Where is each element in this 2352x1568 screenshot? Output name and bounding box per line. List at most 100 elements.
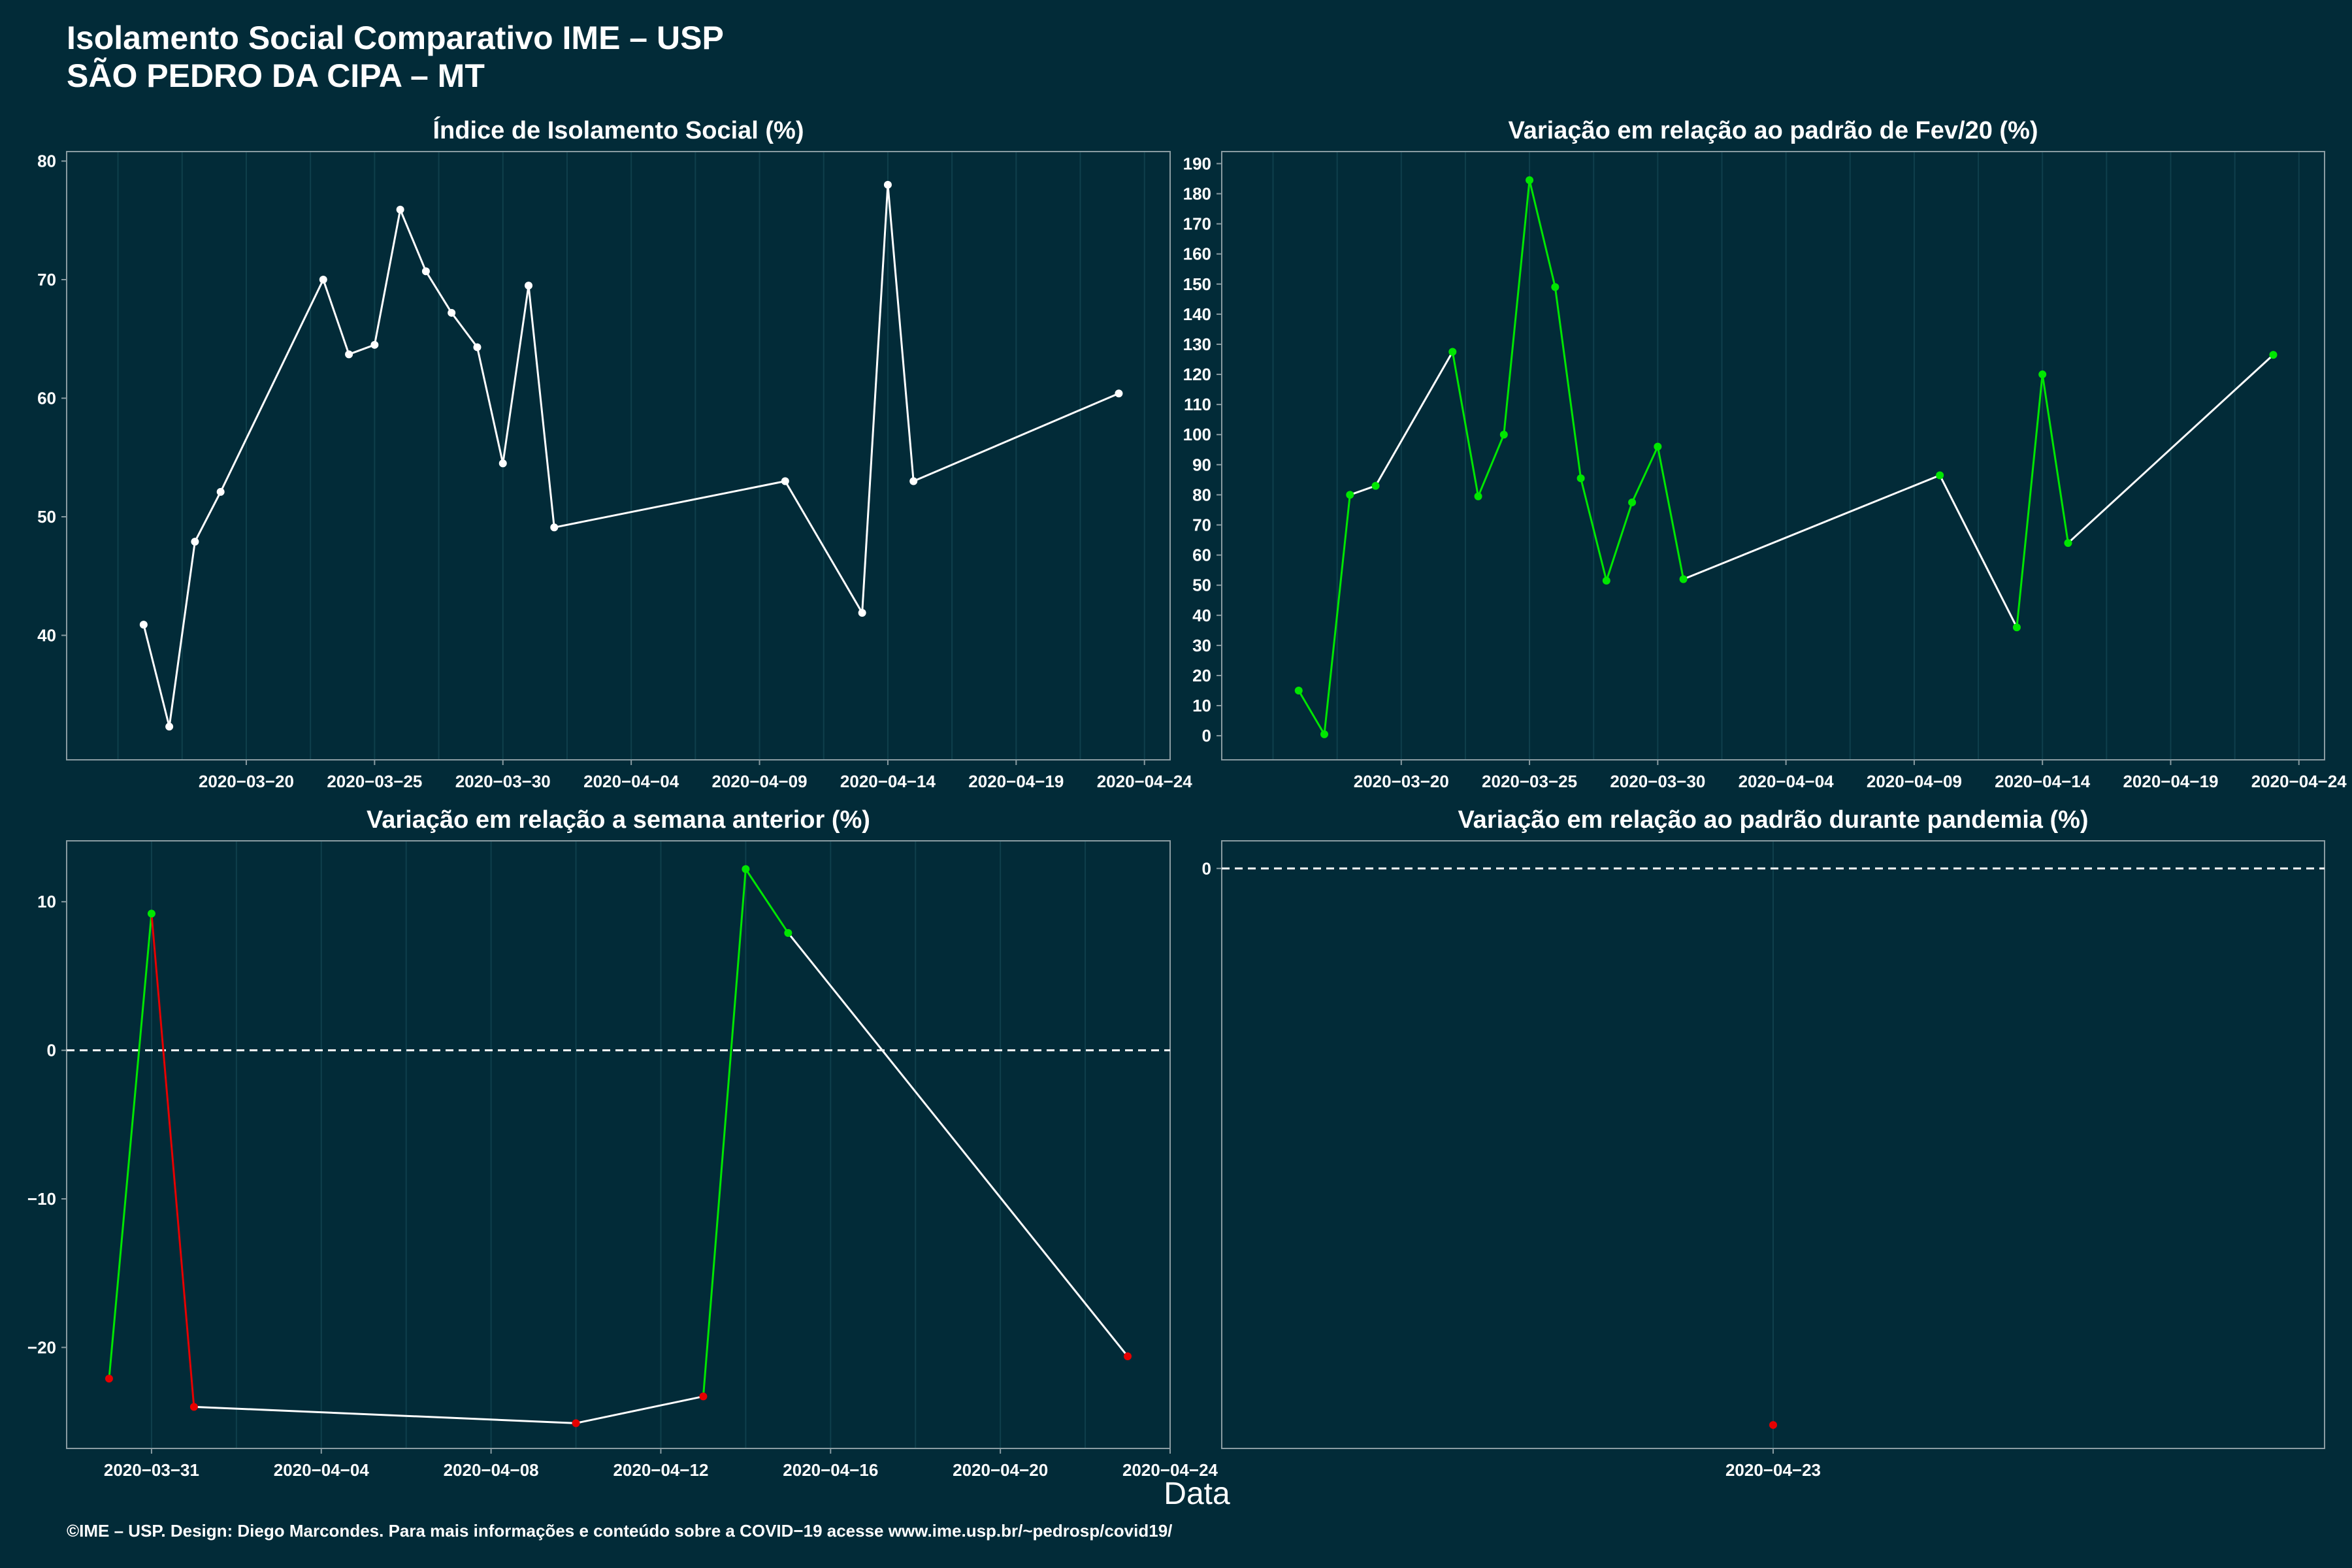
data-point [883, 180, 892, 189]
x-tick-label: 2020−04−16 [783, 1460, 878, 1480]
data-point [396, 205, 404, 214]
series-segment [1605, 502, 1633, 581]
y-tick-label: 0 [1202, 858, 1211, 878]
data-point [784, 928, 792, 937]
data-point [1769, 1421, 1777, 1429]
y-tick-label: 0 [47, 1041, 56, 1060]
data-point [1346, 491, 1354, 499]
series-segment [399, 209, 427, 272]
x-tick-label: 2020−03−30 [455, 772, 551, 791]
y-tick-label: 160 [1183, 244, 1211, 264]
x-tick-label: 2020−04−24 [1122, 1460, 1218, 1480]
x-tick-label: 2020−04−04 [274, 1460, 370, 1480]
data-point [858, 608, 866, 617]
x-tick-label: 2020−04−14 [1995, 772, 2091, 791]
data-point [1526, 176, 1534, 184]
x-tick-label: 2020−04−20 [953, 1460, 1048, 1480]
series-segment [322, 279, 350, 355]
series-segment [220, 279, 325, 493]
y-tick-label: 60 [1192, 546, 1211, 565]
data-point [1679, 575, 1688, 583]
series-segment [1477, 434, 1505, 497]
x-tick-label: 2020−04−09 [1867, 772, 1962, 791]
x-tick-label: 2020−04−24 [2251, 772, 2347, 791]
y-tick-label: 190 [1183, 154, 1211, 173]
series-segment [1656, 446, 1685, 580]
series-segment [1503, 180, 1531, 435]
series-segment [913, 392, 1120, 482]
y-tick-label: 150 [1183, 274, 1211, 294]
y-tick-label: 50 [1192, 576, 1211, 595]
series-segment [784, 480, 863, 613]
x-tick-label: 2020−03−30 [1610, 772, 1705, 791]
series-segment [348, 344, 375, 355]
y-tick-label: 170 [1183, 214, 1211, 234]
series-segment [425, 270, 453, 314]
x-tick-label: 2020−04−19 [2123, 772, 2218, 791]
panel-frame [1221, 151, 2325, 760]
y-tick-label: 80 [37, 152, 56, 171]
data-point [742, 865, 750, 874]
data-point [216, 487, 225, 496]
y-tick-label: 50 [37, 507, 56, 527]
x-tick-label: 2020−04−23 [1725, 1460, 1821, 1480]
series-segment [702, 869, 747, 1397]
y-tick-label: 70 [1192, 515, 1211, 535]
data-point [498, 459, 507, 468]
x-tick-label: 2020−04−12 [613, 1460, 708, 1480]
x-tick-label: 2020−04−19 [968, 772, 1064, 791]
data-point [319, 276, 327, 284]
y-tick-label: 20 [1192, 666, 1211, 685]
series-segment [1554, 287, 1582, 479]
x-tick-label: 2020−03−25 [1482, 772, 1577, 791]
series-segment [527, 285, 555, 528]
x-tick-label: 2020−04−04 [583, 772, 679, 791]
data-point [781, 477, 789, 485]
data-point [139, 621, 148, 629]
x-tick-label: 2020−04−14 [840, 772, 936, 791]
y-tick-label: 10 [37, 892, 56, 911]
y-tick-label: 40 [1192, 606, 1211, 625]
y-tick-label: 40 [37, 625, 56, 645]
series-segment [193, 1405, 576, 1424]
data-point [165, 723, 174, 731]
data-point [105, 1375, 113, 1383]
series-segment [450, 312, 478, 348]
y-tick-label: 70 [37, 270, 56, 289]
x-tick-label: 2020−03−31 [104, 1460, 199, 1480]
series-segment [576, 1395, 704, 1424]
series-segment [887, 184, 915, 482]
data-point [1115, 389, 1123, 398]
series-segment [1528, 180, 1556, 287]
data-point [1628, 498, 1637, 506]
series-segment [1375, 351, 1454, 487]
x-tick-label: 2020−04−09 [712, 772, 808, 791]
series-segment [2016, 374, 2044, 628]
series-segment [142, 624, 171, 727]
series-segment [1683, 474, 1940, 580]
x-tick-label: 2020−04−08 [444, 1460, 539, 1480]
data-point [1499, 431, 1508, 439]
panel-title: Variação em relação a semana anterior (%… [367, 806, 870, 834]
panel-title: Variação em relação ao padrão de Fev/20 … [1508, 117, 2038, 144]
data-point [699, 1392, 708, 1401]
data-point [370, 340, 379, 349]
y-tick-label: 140 [1183, 304, 1211, 324]
series-segment [787, 932, 1129, 1357]
feb-baseline-panel: Variação em relação ao padrão de Fev/20 … [1183, 117, 2347, 791]
panel-frame [66, 151, 1171, 760]
data-point [473, 343, 482, 351]
data-point [1654, 442, 1662, 451]
data-point [147, 909, 155, 918]
y-tick-label: −10 [27, 1189, 56, 1209]
series-segment [2041, 374, 2069, 544]
data-point [1448, 348, 1457, 356]
y-tick-label: 10 [1192, 696, 1211, 715]
pandemic-baseline-panel: Variação em relação ao padrão durante pa… [1202, 806, 2325, 1480]
series-segment [194, 491, 222, 542]
y-tick-label: 0 [1202, 726, 1211, 745]
data-point [448, 308, 456, 317]
panel-title: Índice de Isolamento Social (%) [433, 116, 804, 144]
y-tick-label: 110 [1184, 395, 1211, 414]
